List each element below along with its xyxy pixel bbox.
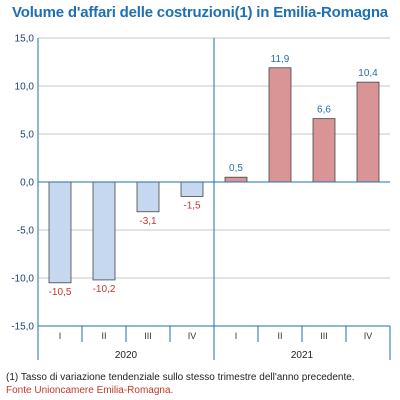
- x-tick-label: IV: [188, 331, 197, 341]
- axes: [37, 38, 391, 360]
- x-tick-label: II: [101, 331, 106, 341]
- y-tick-label: -10,0: [11, 274, 34, 285]
- chart-title: Volume d'affari delle costruzioni(1) in …: [12, 4, 388, 21]
- y-tick-label: 15,0: [15, 34, 35, 45]
- bar: [356, 81, 380, 183]
- x-tick-label: IV: [364, 331, 373, 341]
- bar: [136, 181, 160, 213]
- year-label: 2020: [115, 350, 138, 361]
- y-tick-label: -15,0: [11, 322, 34, 333]
- x-tick-label: II: [277, 331, 282, 341]
- y-tick-label: 5,0: [20, 130, 34, 141]
- bar: [180, 181, 204, 197]
- bar: [92, 181, 116, 281]
- y-tick-label: 10,0: [15, 82, 35, 93]
- source-note: Fonte Unioncamere Emilia-Romagna.: [6, 385, 174, 396]
- bar: [268, 67, 292, 183]
- year-label: 2021: [291, 350, 314, 361]
- y-tick-label: 0,0: [20, 178, 34, 189]
- data-label: -1,5: [183, 200, 201, 211]
- y-tick-labels: 15,0 10,0 5,0 0,0 -5,0 -10,0 -15,0: [11, 34, 34, 333]
- data-labels: -10,5 -10,2 -3,1 -1,5 0,5 11,9 6,6 10,4: [49, 54, 379, 298]
- data-label: -3,1: [139, 216, 157, 227]
- data-label: 10,4: [358, 68, 378, 79]
- bar: [48, 181, 72, 284]
- data-label: 11,9: [271, 54, 290, 65]
- footnote: (1) Tasso di variazione tendenziale sull…: [6, 372, 355, 383]
- data-label: -10,5: [49, 287, 72, 298]
- x-tick-label: III: [144, 331, 152, 341]
- x-tick-label: I: [59, 331, 62, 341]
- bars: [48, 67, 380, 284]
- bar: [312, 118, 336, 183]
- y-tick-label: -5,0: [17, 226, 35, 237]
- bar: [224, 176, 248, 183]
- x-tick-label: III: [320, 331, 328, 341]
- x-tick-label: I: [235, 331, 238, 341]
- data-label: 6,6: [317, 105, 331, 116]
- data-label: -10,2: [93, 284, 116, 295]
- data-label: 0,5: [229, 163, 243, 174]
